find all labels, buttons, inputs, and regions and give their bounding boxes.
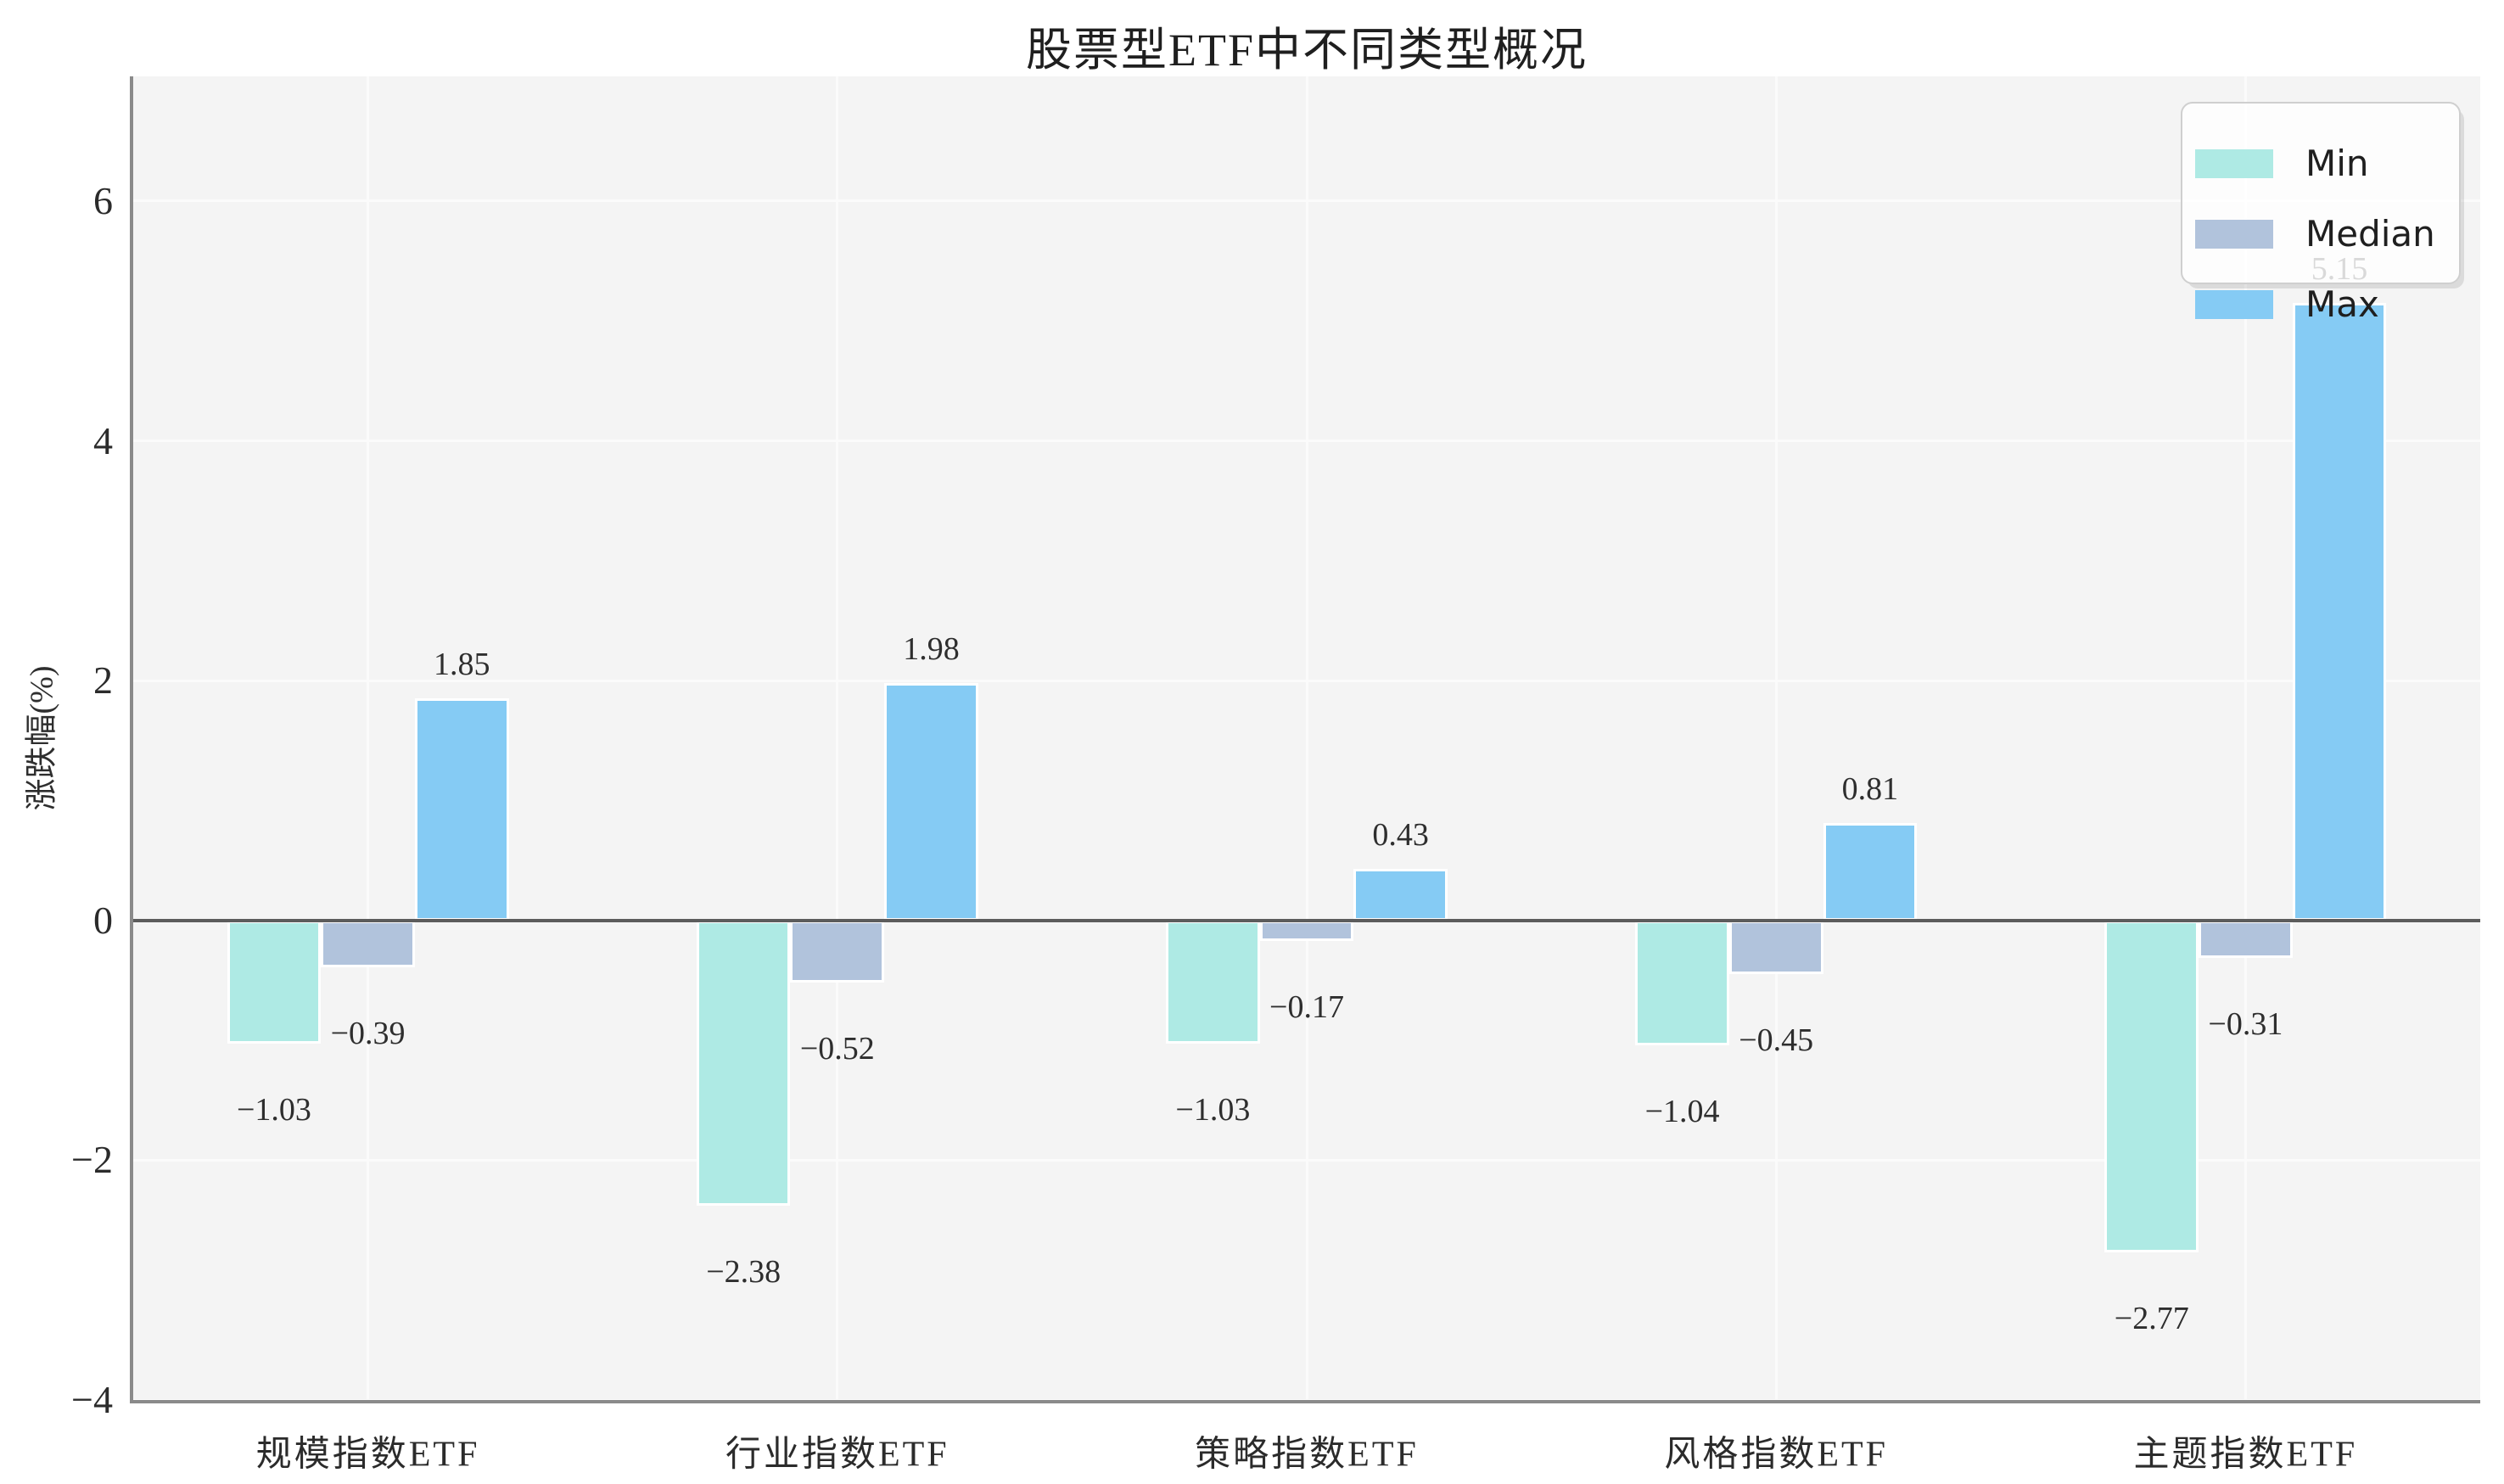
- x-category-label: 风格指数ETF: [1664, 1435, 1889, 1475]
- y-tick-label: −2: [71, 1138, 113, 1182]
- legend-item: Median: [2195, 213, 2459, 255]
- x-grid-line: [1774, 76, 1778, 1400]
- bar-value-label: 0.81: [1841, 771, 1899, 808]
- bar-value-label: 1.98: [903, 631, 960, 667]
- left-spine: [130, 76, 133, 1403]
- bar: [2104, 920, 2199, 1253]
- bar-value-label: 1.85: [433, 647, 490, 683]
- bar: [696, 920, 791, 1207]
- bar-value-label: −1.03: [236, 1092, 311, 1128]
- bar-value-label: −0.17: [1269, 988, 1344, 1025]
- min-legend-swatch: [2195, 148, 2273, 178]
- bar-value-label: −0.45: [1739, 1022, 1814, 1059]
- x-grid-line: [1305, 76, 1308, 1400]
- max-legend-swatch: [2195, 289, 2273, 319]
- bar: [1166, 920, 1260, 1044]
- legend-item-label: Min: [2305, 143, 2369, 184]
- y-tick-label: 2: [93, 658, 113, 703]
- plot-area: [133, 76, 2480, 1402]
- x-grid-line: [836, 76, 839, 1400]
- bar: [790, 920, 885, 983]
- bar: [2292, 303, 2387, 921]
- bar-value-label: −2.38: [706, 1254, 781, 1291]
- bar-value-label: −2.77: [2114, 1301, 2189, 1337]
- legend-item: Min: [2195, 143, 2459, 184]
- bar-value-label: −1.04: [1644, 1093, 1720, 1129]
- bar-value-label: −0.52: [799, 1031, 875, 1067]
- y-tick-label: −4: [71, 1378, 113, 1421]
- legend-item: Max: [2195, 283, 2459, 325]
- x-category-label: 主题指数ETF: [2133, 1435, 2358, 1475]
- bar: [321, 920, 415, 967]
- bar: [1635, 920, 1729, 1045]
- bar-value-label: −0.31: [2208, 1005, 2283, 1042]
- bar: [884, 683, 978, 921]
- zero-line: [133, 918, 2480, 922]
- x-category-label: 规模指数ETF: [255, 1435, 480, 1475]
- bar-value-label: 0.43: [1372, 817, 1429, 854]
- chart-title: 股票型ETF中不同类型概况: [1025, 25, 1588, 76]
- bar: [1353, 869, 1448, 921]
- y-tick-label: 0: [93, 898, 113, 942]
- bar: [1728, 920, 1823, 975]
- bar: [2199, 920, 2293, 958]
- x-category-label: 策略指数ETF: [1195, 1435, 1419, 1475]
- bar-value-label: −1.03: [1175, 1092, 1251, 1128]
- bar-value-label: −0.39: [330, 1015, 406, 1051]
- bar: [1259, 920, 1354, 941]
- median-legend-swatch: [2195, 219, 2273, 249]
- legend-item-label: Max: [2305, 283, 2379, 325]
- legend-item-label: Median: [2305, 213, 2435, 255]
- x-category-label: 行业指数ETF: [725, 1435, 950, 1475]
- y-tick-label: 4: [93, 418, 113, 462]
- x-grid-line: [367, 76, 370, 1400]
- bar: [227, 920, 322, 1044]
- bar: [1823, 823, 1918, 921]
- bottom-spine: [130, 1400, 2480, 1403]
- bar: [414, 698, 509, 921]
- x-grid-line: [2244, 76, 2247, 1400]
- y-tick-label: 6: [93, 178, 113, 222]
- legend: Min Median Max: [2181, 102, 2461, 325]
